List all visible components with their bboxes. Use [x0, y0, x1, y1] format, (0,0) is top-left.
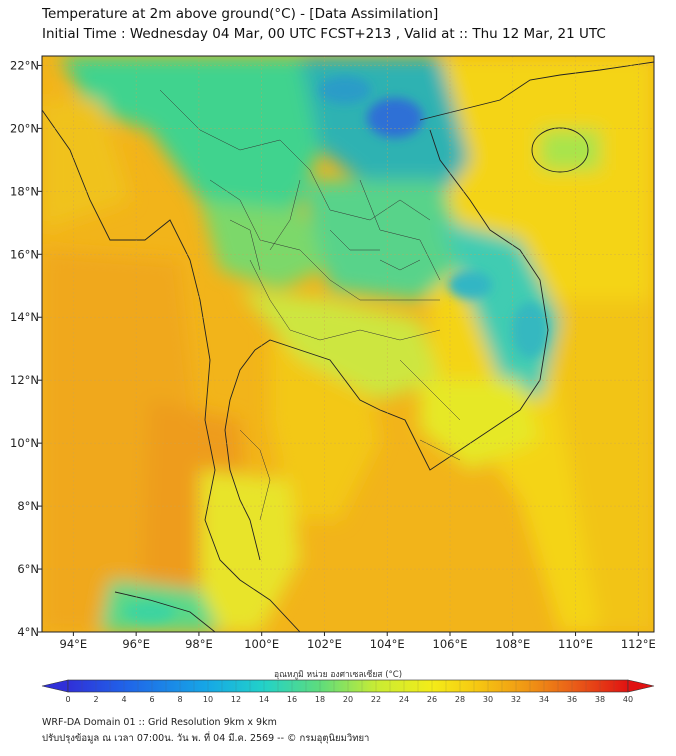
- colorbar-tick-label: 8: [177, 695, 182, 704]
- map-field: [42, 56, 654, 632]
- colorbar-tick-label: 28: [455, 695, 465, 704]
- lat-label: 22°N: [10, 58, 39, 72]
- lon-label: 96°E: [122, 637, 150, 651]
- coastlines: [42, 61, 654, 632]
- colorbar-tick-label: 26: [427, 695, 437, 704]
- colorbar-max-arrow: [627, 679, 655, 693]
- lon-label: 108°E: [495, 637, 530, 651]
- chart-subtitle: Initial Time : Wednesday 04 Mar, 00 UTC …: [42, 26, 606, 42]
- colorbar-tick-label: 12: [231, 695, 241, 704]
- colorbar-tick-label: 24: [399, 695, 409, 704]
- colorbar-tick-label: 6: [149, 695, 154, 704]
- lon-label: 106°E: [433, 637, 468, 651]
- chart-title: Temperature at 2m above ground(°C) - [Da…: [42, 6, 439, 22]
- lon-label: 102°E: [307, 637, 342, 651]
- colorbar-tick-label: 14: [259, 695, 269, 704]
- lat-label: 14°N: [10, 310, 39, 324]
- colorbar-tick-label: 16: [287, 695, 297, 704]
- lon-label: 100°E: [244, 637, 279, 651]
- colorbar-tick-label: 22: [371, 695, 381, 704]
- colorbar-ticks: 0 2 4 6 8 10 12 14 16 18 20 22 24 26 28 30 32 34 36 38 40: [65, 680, 633, 704]
- footer-line-2: ปรับปรุงข้อมูล ณ เวลา 07:00น. วัน พ. ที่…: [42, 733, 370, 744]
- lat-label: 12°N: [10, 373, 39, 387]
- lon-label: 94°E: [60, 637, 88, 651]
- colorbar-tick-label: 10: [203, 695, 213, 704]
- lon-label: 104°E: [370, 637, 405, 651]
- lat-label: 20°N: [10, 121, 39, 135]
- lon-label: 98°E: [185, 637, 213, 651]
- colorbar-tick-label: 0: [65, 695, 70, 704]
- colorbar-tick-label: 4: [121, 695, 126, 704]
- colorbar-tick-label: 34: [539, 695, 549, 704]
- colorbar-tick-label: 32: [511, 695, 521, 704]
- footer-line-1: WRF-DA Domain 01 :: Grid Resolution 9km …: [42, 717, 277, 728]
- lat-label: 10°N: [10, 436, 39, 450]
- colorbar-tick-label: 36: [567, 695, 577, 704]
- lon-label: 110°E: [558, 637, 593, 651]
- colorbar-title: อุณหภูมิ หน่วย องศาเซลเซียส (°C): [273, 670, 403, 680]
- colorbar-tick-label: 30: [483, 695, 493, 704]
- colorbar: 0 2 4 6 8 10 12 14 16 18 20 22 24 26 28 30 32 34 36 38 40: [41, 679, 655, 704]
- colorbar-tick-label: 18: [315, 695, 325, 704]
- province-borders: [159, 89, 461, 521]
- lat-label: 16°N: [10, 247, 39, 261]
- map-frame: [41, 55, 655, 633]
- colorbar-tick-label: 2: [93, 695, 98, 704]
- lon-label: 112°E: [621, 637, 656, 651]
- colorbar-tick-label: 20: [343, 695, 353, 704]
- axis-ticks: 94°E 96°E 98°E 100°E 102°E 104°E 106°E 108°E 110…: [10, 58, 656, 651]
- lat-label: 4°N: [17, 625, 39, 639]
- graticule: [42, 56, 654, 632]
- colorbar-tick-label: 40: [623, 695, 633, 704]
- lat-label: 6°N: [17, 562, 39, 576]
- colorbar-min-arrow: [41, 679, 69, 693]
- colorbar-tick-label: 38: [595, 695, 605, 704]
- lat-label: 18°N: [10, 184, 39, 198]
- lat-label: 8°N: [17, 499, 39, 513]
